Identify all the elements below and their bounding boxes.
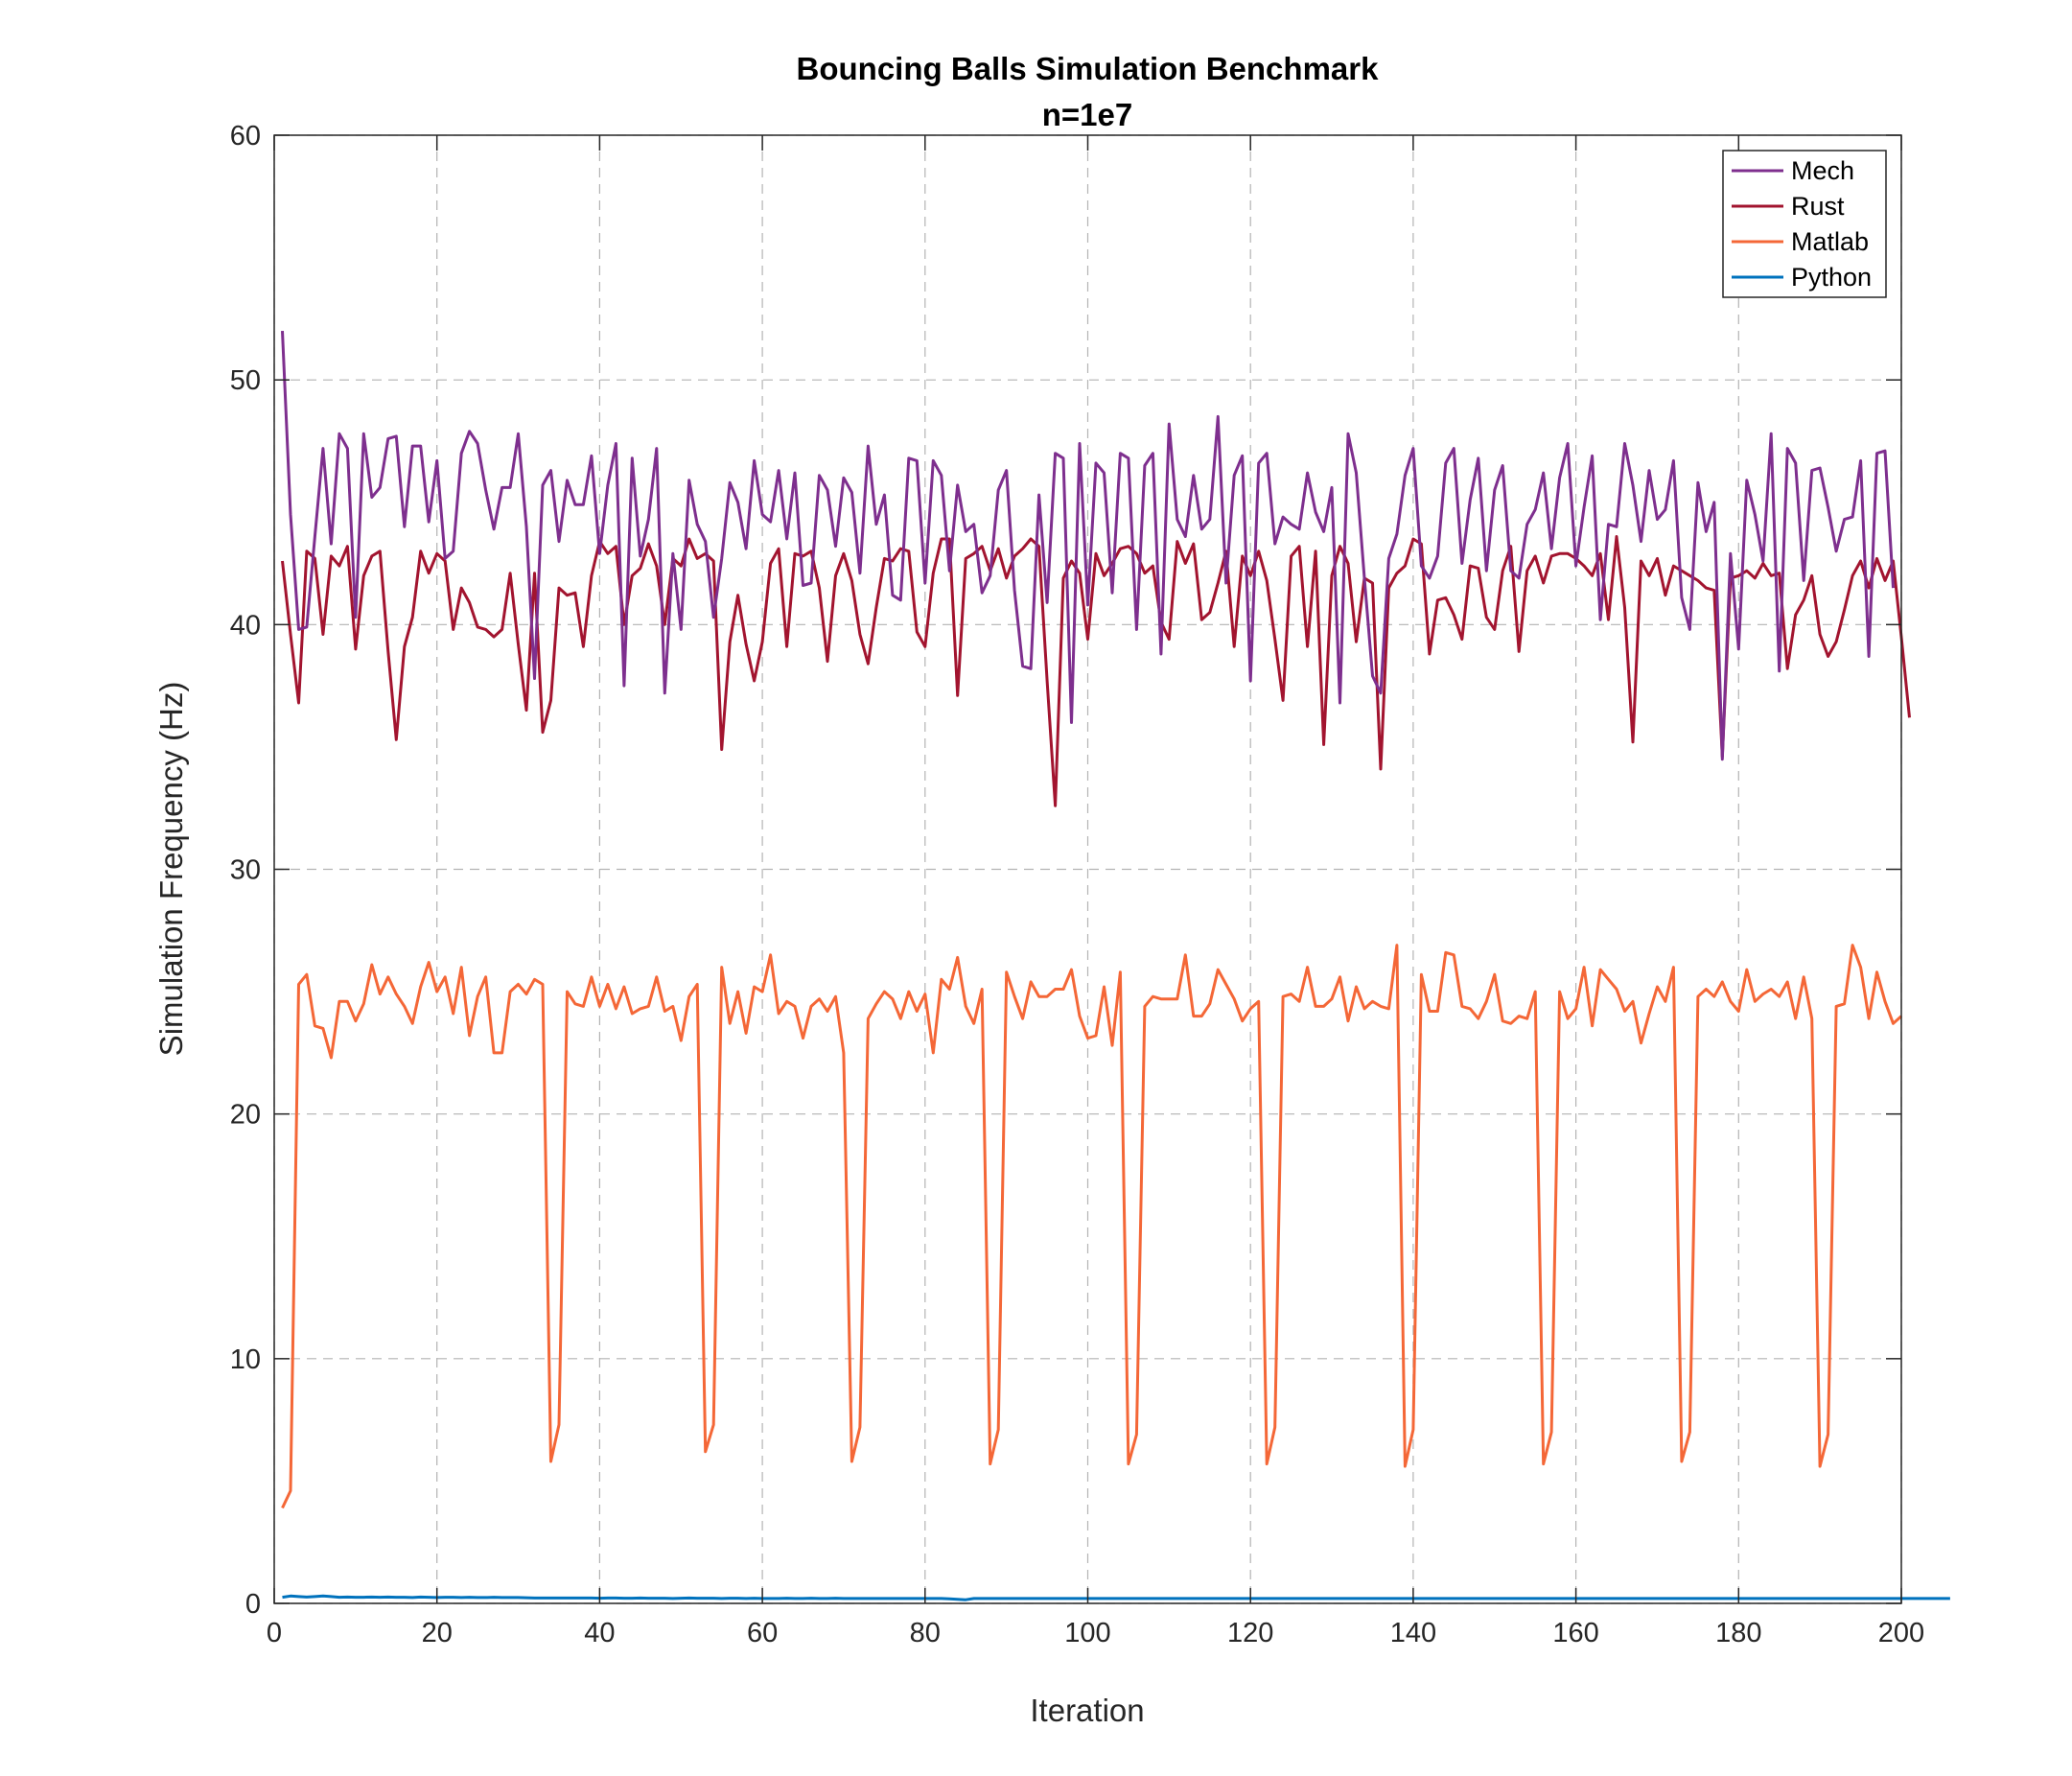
legend-label-rust: Rust — [1791, 192, 1845, 221]
y-tick-label: 20 — [230, 1100, 261, 1131]
series-line-mech — [281, 331, 1895, 761]
y-tick-label: 40 — [230, 610, 261, 641]
x-tick-label: 0 — [267, 1618, 282, 1648]
y-tick-label: 0 — [245, 1589, 261, 1620]
y-tick-label: 30 — [230, 855, 261, 886]
chart-subtitle: n=1e7 — [1042, 97, 1133, 132]
y-tick-label: 50 — [230, 365, 261, 396]
y-tick-label: 10 — [230, 1344, 261, 1375]
series-line-rust — [281, 535, 1911, 807]
series-layer — [281, 331, 1950, 1601]
x-tick-label: 40 — [584, 1618, 615, 1648]
x-tick-label: 160 — [1552, 1618, 1598, 1648]
y-tick-label: 60 — [230, 121, 261, 152]
x-tick-label: 200 — [1878, 1618, 1924, 1648]
series-line-matlab — [281, 944, 1903, 1509]
x-tick-label: 140 — [1390, 1618, 1436, 1648]
x-axis-label: Iteration — [1030, 1693, 1144, 1728]
x-tick-label: 80 — [910, 1618, 941, 1648]
axis-ticks: 0 20 40 60 80 100 120 140 160 180 200 0 10 20 30 40 50 60 — [230, 121, 1924, 1648]
legend-label-matlab: Matlab — [1791, 227, 1869, 256]
series-line-python — [282, 1594, 1950, 1601]
y-axis-label: Simulation Frequency (Hz) — [153, 682, 189, 1057]
x-tick-label: 120 — [1227, 1618, 1273, 1648]
legend-label-python: Python — [1791, 263, 1872, 292]
legend: Mech Rust Matlab Python — [1722, 150, 1887, 298]
legend-label-mech: Mech — [1791, 156, 1854, 185]
x-tick-label: 180 — [1715, 1618, 1761, 1648]
x-tick-label: 100 — [1064, 1618, 1110, 1648]
chart-title: Bouncing Balls Simulation Benchmark — [797, 51, 1380, 86]
x-tick-label: 60 — [747, 1618, 778, 1648]
x-tick-label: 20 — [422, 1618, 453, 1648]
legend-box — [1722, 150, 1887, 298]
